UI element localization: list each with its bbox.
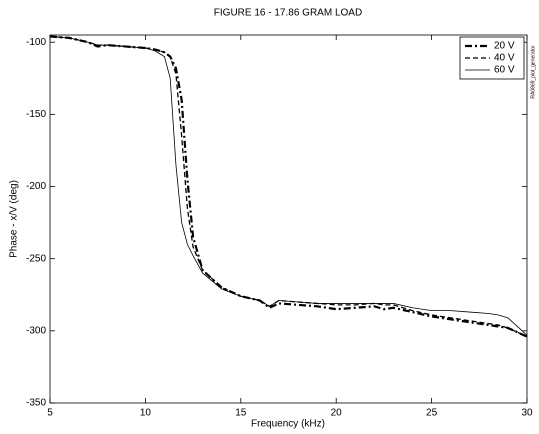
- legend-label: 20 V: [494, 41, 515, 52]
- y-tick-label: -250: [26, 253, 46, 264]
- legend-box: [459, 36, 525, 80]
- y-tick-label: -350: [26, 398, 46, 409]
- plot-frame: [49, 34, 528, 404]
- x-tick-label: 15: [235, 408, 247, 419]
- y-tick-label: -200: [26, 181, 46, 192]
- y-tick-label: -100: [26, 37, 46, 48]
- series-line: [49, 35, 528, 338]
- x-axis-label: Frequency (kHz): [251, 419, 325, 430]
- series-line: [49, 36, 528, 336]
- y-tick-label: -300: [26, 325, 46, 336]
- note: RA0869_plot_generator: [530, 45, 536, 98]
- legend-label: 60 V: [494, 65, 515, 76]
- series-line: [49, 35, 528, 338]
- y-axis-label: Phase - x/V (deg): [9, 180, 20, 258]
- chart-title: FIGURE 16 - 17.86 GRAM LOAD: [214, 8, 362, 19]
- x-tick-label: 20: [331, 408, 343, 419]
- x-tick-label: 5: [47, 408, 53, 419]
- x-tick-label: 30: [521, 408, 533, 419]
- x-tick-label: 25: [426, 408, 438, 419]
- y-tick-label: -150: [26, 109, 46, 120]
- legend-label: 40 V: [494, 53, 515, 64]
- x-tick-label: 10: [140, 408, 152, 419]
